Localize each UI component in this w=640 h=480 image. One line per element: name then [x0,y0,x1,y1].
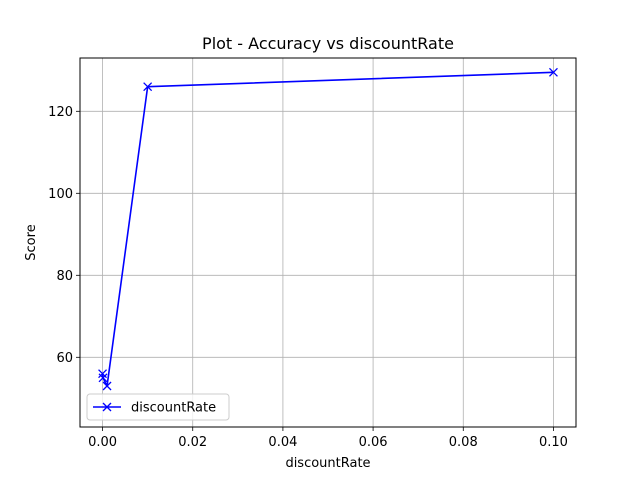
data-point-marker [548,67,558,77]
y-tick-label: 100 [48,187,73,202]
legend-label: discountRate [131,401,216,416]
x-tick-label: 0.10 [539,435,568,450]
data-point-marker [98,373,108,383]
x-tick-label: 0.06 [359,435,388,450]
y-tick-label: 80 [56,269,73,284]
grid [80,58,576,427]
series-layer [98,67,558,391]
x-axis-label: discountRate [285,456,370,471]
legend-box [86,393,230,421]
y-tick-label: 120 [48,105,73,120]
x-tick-label: 0.04 [268,435,297,450]
x-tick-label: 0.00 [88,435,117,450]
data-point-marker [102,381,112,391]
x-tick-label: 0.08 [449,435,478,450]
y-tick-label: 60 [56,351,73,366]
plot-frame [79,57,577,428]
chart-title: Plot - Accuracy vs discountRate [202,34,454,53]
legend-marker-x [102,402,112,412]
ticks: 0.00 0.02 0.04 0.06 0.08 0.10 60 80 100 120 [48,105,568,450]
legend: discountRate [86,393,230,421]
legend-marker-glyph [102,402,112,412]
y-axis-label: Score [24,224,39,260]
x-tick-label: 0.02 [178,435,207,450]
data-point-marker [143,82,153,92]
